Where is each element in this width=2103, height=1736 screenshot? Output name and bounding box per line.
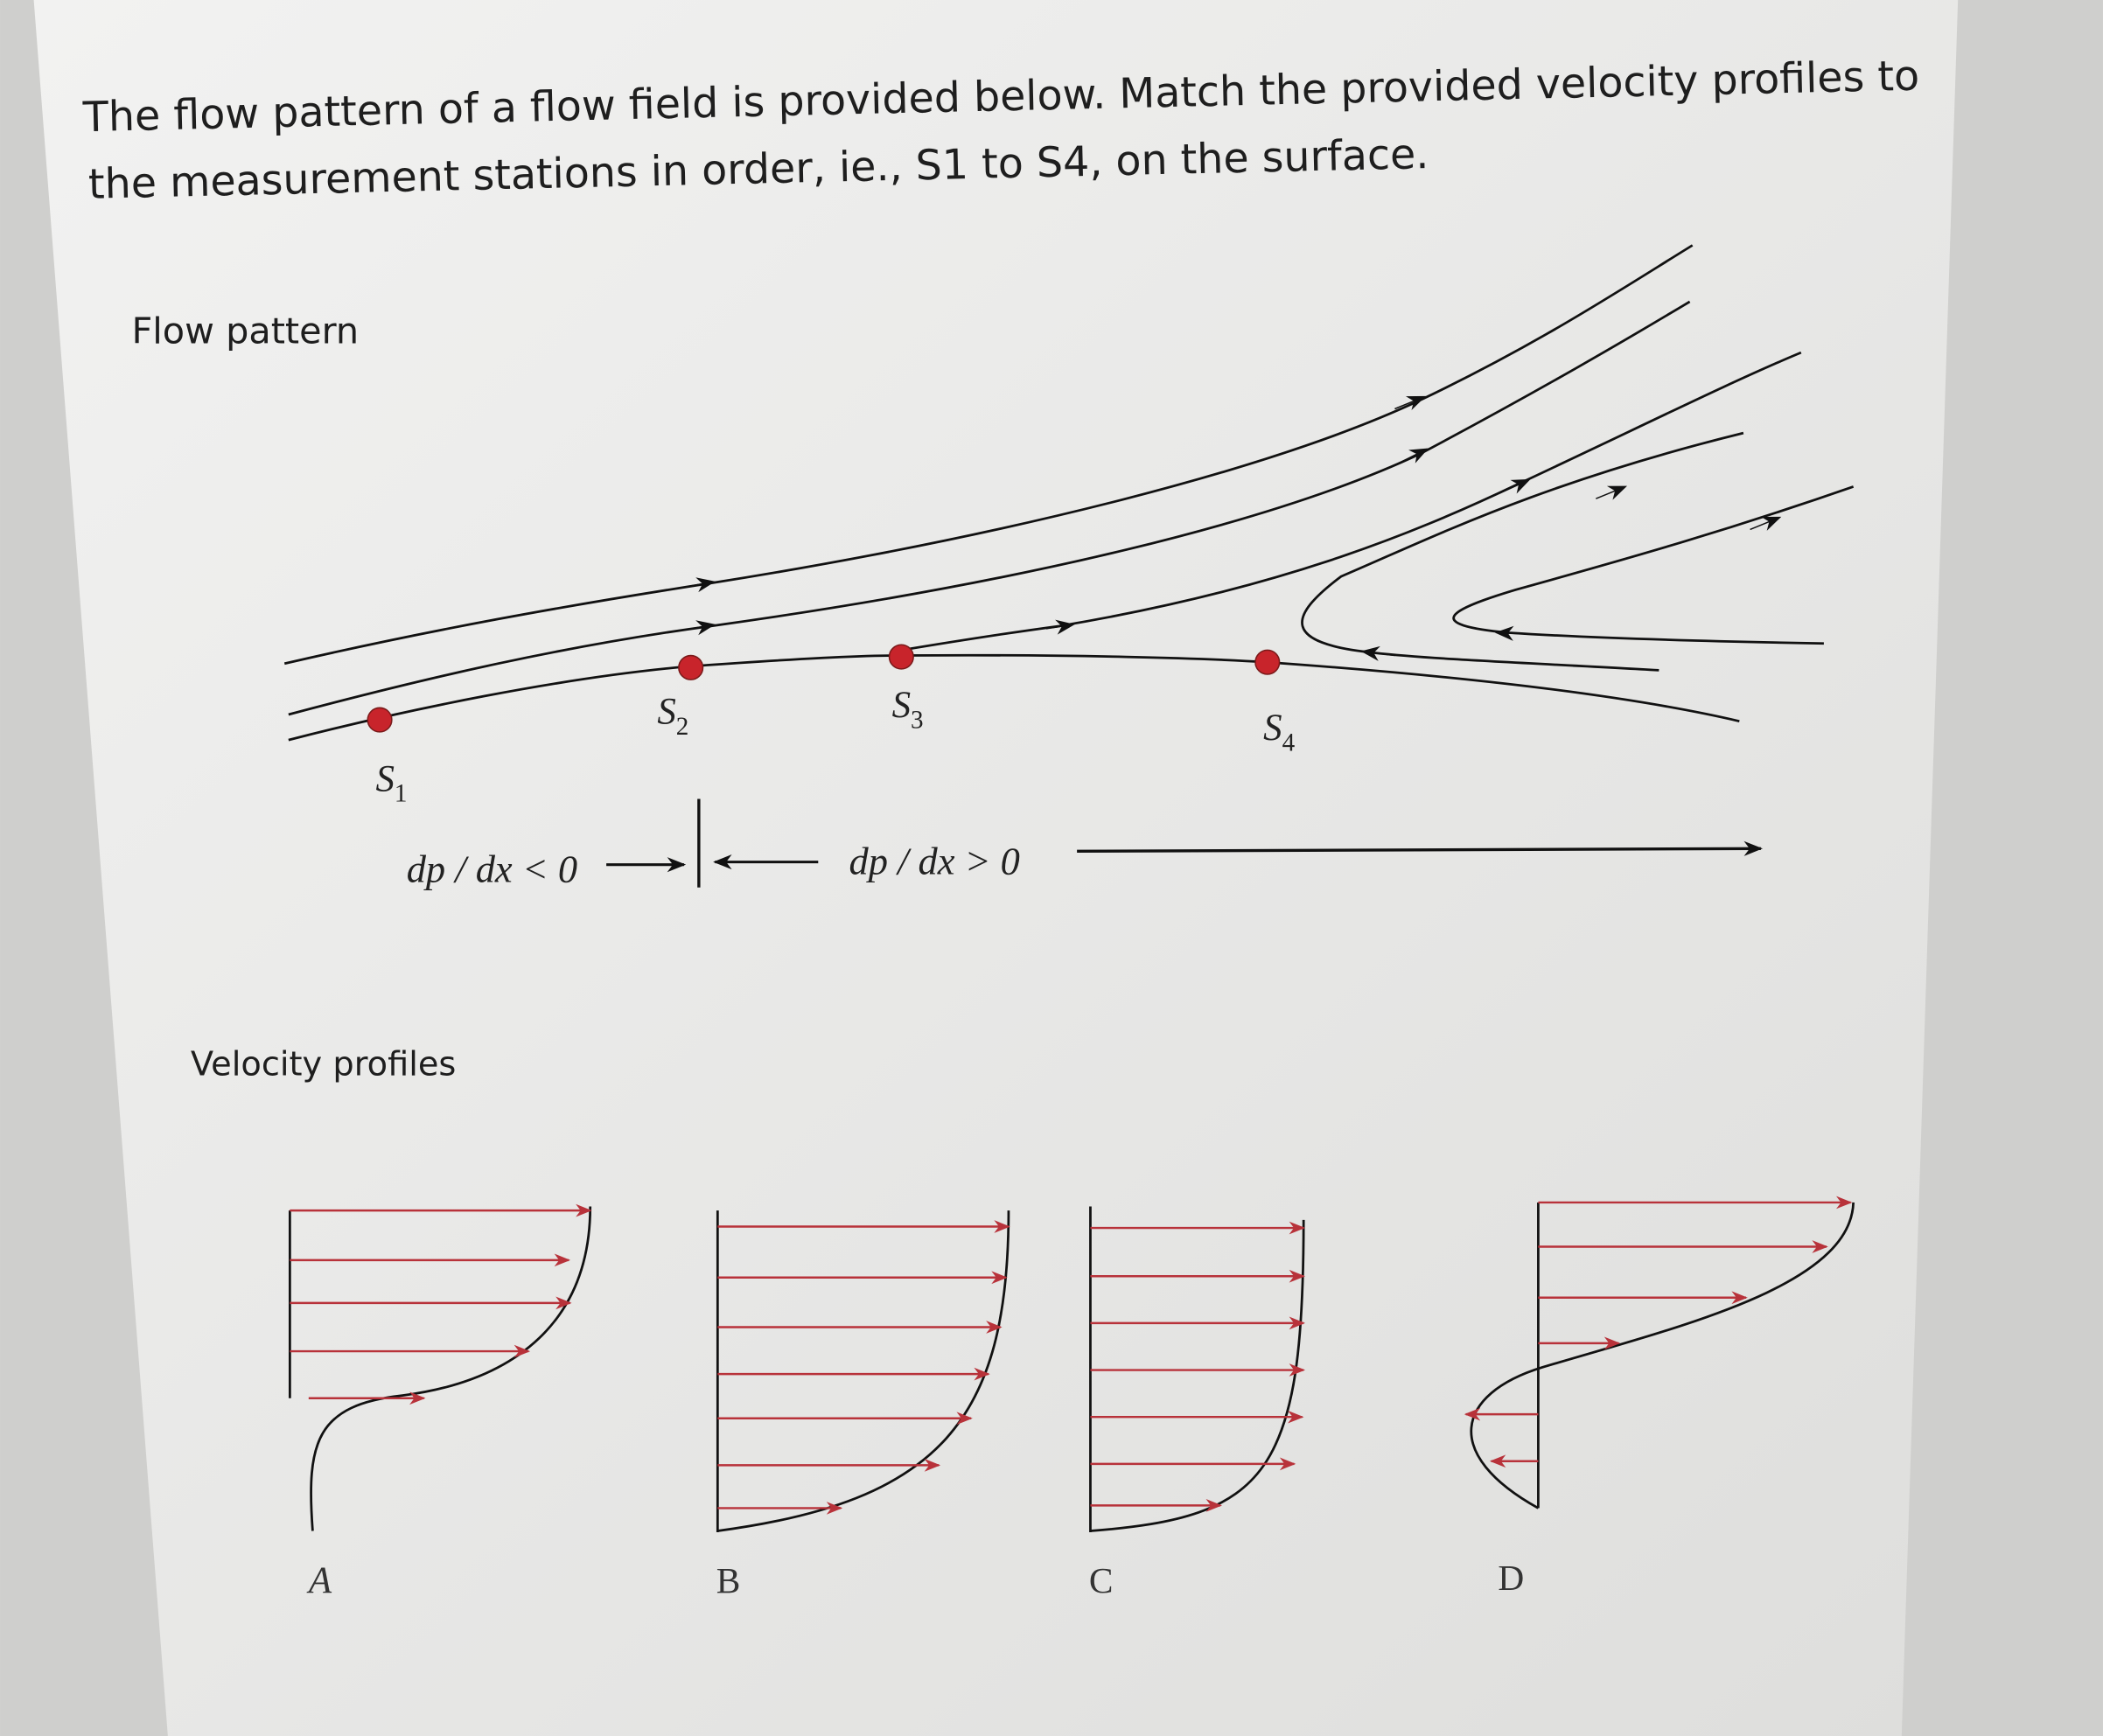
profile-d xyxy=(1464,1196,1855,1509)
streamline xyxy=(901,351,1802,652)
station-symbol: S xyxy=(1263,708,1282,749)
profile-b xyxy=(716,1210,1010,1533)
station-symbol: S xyxy=(892,685,911,726)
station-dots xyxy=(367,644,1281,733)
profile-c xyxy=(1089,1206,1306,1533)
profile-label: A xyxy=(306,1560,332,1601)
station-symbol: S xyxy=(375,758,394,799)
profile-label: C xyxy=(1089,1560,1114,1600)
section-title: Velocity profiles xyxy=(191,1044,456,1084)
profile-a xyxy=(288,1203,592,1531)
station-symbol: S xyxy=(657,692,675,733)
surface xyxy=(288,653,1740,742)
profile-label: D xyxy=(1498,1558,1524,1598)
streamline xyxy=(283,244,1694,666)
gradient-label: dp / dx > 0 xyxy=(849,839,1020,882)
streamline xyxy=(1301,431,1744,672)
station-index: 1 xyxy=(395,780,408,808)
station-label: S4 xyxy=(1263,708,1295,756)
station-label: S3 xyxy=(892,685,924,734)
profile-label: B xyxy=(716,1560,741,1600)
section-title: Flow pattern xyxy=(131,310,359,352)
streamline xyxy=(288,300,1691,716)
streamline xyxy=(1452,485,1855,645)
gradient-arrow xyxy=(1077,840,1764,856)
station-label: S1 xyxy=(375,758,407,807)
station-index: 2 xyxy=(676,713,689,741)
station-index: 4 xyxy=(1282,729,1296,756)
flow-arrows xyxy=(683,395,1782,661)
station-index: 3 xyxy=(911,706,924,734)
station-label: S2 xyxy=(657,692,688,741)
flow-diagram: S1 S2 S3 S4 dp / dx < 0 dp / dx > 0 xyxy=(283,244,1855,891)
gradient-label: dp / dx < 0 xyxy=(407,847,577,891)
